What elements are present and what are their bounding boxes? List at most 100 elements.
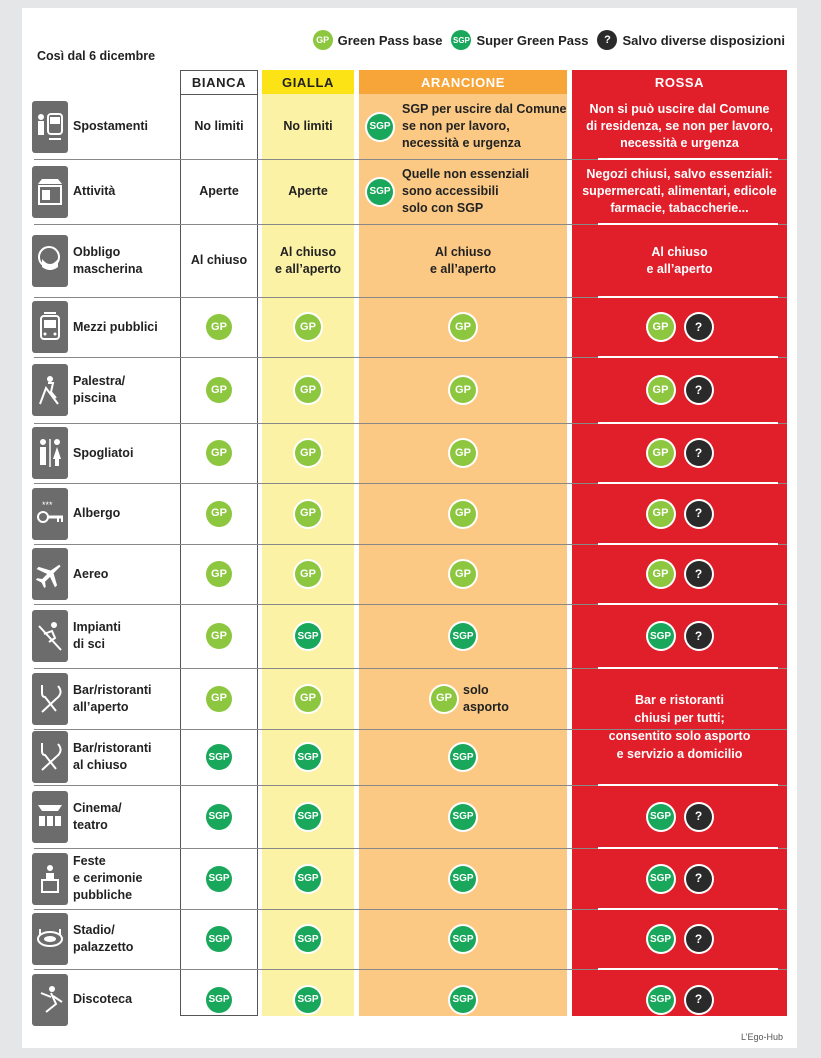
cell-text: Negozi chiusi, salvo essenziali: supermer… (582, 166, 777, 217)
sgp-badge-icon: SGP (450, 803, 476, 830)
tram-icon (32, 301, 68, 353)
column-header-arancione: ARANCIONE (359, 70, 567, 94)
row-label: Attività (73, 183, 115, 200)
cell-text: Al chiuso e all’aperto (647, 244, 713, 278)
cell-text: Aperte (199, 184, 239, 198)
gp-badge-icon: GP (206, 314, 232, 340)
cell-bianca: SGP (180, 729, 258, 785)
row-label: Feste e cerimonie pubbliche (73, 853, 142, 904)
sgp-badge-icon: SGP (450, 623, 476, 649)
cell-rossa: Al chiuso e all’aperto (572, 224, 787, 297)
rossa-divider (598, 847, 778, 849)
rossa-divider (598, 482, 778, 484)
cell-gialla: SGP (262, 848, 354, 909)
sgp-badge-icon: SGP (206, 744, 232, 770)
cell-bianca: Al chiuso (180, 224, 258, 297)
row-label: Spogliatoi (73, 445, 133, 462)
column-bianca: BIANCA (180, 70, 258, 1016)
cell-text: Al chiuso e all’aperto (275, 244, 341, 278)
cell-note: SGP per uscire dal Comune se non per lavo… (402, 101, 566, 152)
cell-arancione: SGP (359, 785, 567, 848)
sgp-badge-icon: SGP (295, 926, 321, 952)
merged-text-line: e servizio a domicilio (616, 746, 743, 761)
credit: L’Ego-Hub (740, 1032, 783, 1042)
cell-rossa: GP? (572, 297, 787, 357)
cell-gialla: GP (262, 483, 354, 544)
row-label: Discoteca (73, 991, 132, 1008)
row-divider (34, 969, 787, 970)
row-category: *** Albergo (32, 483, 120, 544)
legend-gp-label: Green Pass base (337, 32, 443, 48)
question-badge-icon: ? (685, 500, 712, 527)
table-row: Cinema/teatro SGP SGP SGP SGP? (22, 785, 797, 848)
cutlery-icon (32, 731, 68, 783)
table-row: Bar/ristoranti al chiuso SGP SGP SGP (22, 729, 797, 785)
row-label-line: Impianti (73, 620, 121, 634)
table-row: Stadio/palazzetto SGP SGP SGP SGP? (22, 909, 797, 969)
sgp-badge-icon: SGP (647, 926, 674, 952)
row-category: Stadio/palazzetto (32, 909, 133, 969)
svg-text:***: *** (42, 500, 53, 510)
cell-arancione: GP (359, 297, 567, 357)
gp-badge-icon: GP (431, 685, 457, 712)
cell-bianca: SGP (180, 848, 258, 909)
row-label-line: palazzetto (73, 940, 134, 954)
cell-gialla: GP (262, 297, 354, 357)
sgp-badge-icon: SGP (451, 30, 472, 50)
sgp-badge-icon: SGP (295, 865, 321, 892)
row-category: Aereo (32, 544, 108, 604)
cell-note-line: Quelle non essenziali (402, 167, 530, 181)
cell-arancione: SGP Quelle non essenziali sono accessibili… (359, 159, 567, 224)
row-label-line: di sci (73, 637, 105, 651)
row-category: Spogliatoi (32, 423, 133, 483)
cell-text-line: Al chiuso (434, 244, 492, 259)
cell-bianca: GP (180, 297, 258, 357)
cell-gialla: SGP (262, 909, 354, 969)
cell-arancione: GP (359, 483, 567, 544)
row-label-line: Albergo (73, 506, 121, 520)
row-label-line: Stadio/ (73, 923, 115, 937)
cell-rossa: Non si può uscire dal Comune di residenza… (572, 94, 787, 159)
cell-bianca: GP (180, 483, 258, 544)
row-divider (34, 785, 787, 786)
cell-bianca: GP (180, 668, 258, 729)
cell-bianca: SGP (180, 785, 258, 848)
cell-bianca: No limiti (180, 94, 258, 159)
gp-badge-icon: GP (647, 500, 674, 527)
table-row: Spostamenti No limiti No limiti SGP SGP per … (22, 94, 797, 159)
sgp-badge-icon: SGP (295, 623, 321, 649)
cell-rossa: GP? (572, 357, 787, 423)
row-divider (34, 544, 787, 545)
cell-text-line: di residenza, se non per lavoro, (586, 119, 773, 133)
cell-arancione: SGP (359, 909, 567, 969)
question-badge-icon: ? (685, 865, 712, 892)
sgp-badge-icon: SGP (647, 865, 674, 892)
row-category: Palestra/piscina (32, 357, 125, 423)
cell-rossa: SGP? (572, 604, 787, 668)
cell-note: solo asporto (463, 682, 509, 716)
cell-note-line: solo con SGP (402, 201, 484, 215)
row-category: Bar/ristoranti al chiuso (32, 729, 152, 785)
sgp-badge-icon: SGP (647, 803, 674, 830)
sgp-badge-icon: SGP (367, 113, 393, 140)
row-divider (34, 848, 787, 849)
rossa-divider (598, 968, 778, 970)
cell-arancione: GP solo asporto (359, 668, 567, 729)
table-row: Impianti di sci GP SGP SGP SGP? (22, 604, 797, 668)
exercise-bike-icon (32, 364, 68, 416)
row-category: Cinema/teatro (32, 785, 122, 848)
rossa-divider (598, 356, 778, 358)
cell-bianca: SGP (180, 969, 258, 1030)
cell-bianca: SGP (180, 909, 258, 969)
question-badge-icon: ? (685, 440, 712, 466)
row-category: Obbligo mascherina (32, 224, 142, 297)
merged-text-line: chiusi per tutti; (634, 710, 725, 725)
question-badge-icon: ? (685, 377, 712, 403)
cell-note: Quelle non essenziali sono accessibili sol… (402, 166, 529, 217)
legend-q-label: Salvo diverse disposizioni (622, 32, 785, 48)
sgp-badge-icon: SGP (206, 865, 232, 892)
column-header-bianca: BIANCA (181, 71, 257, 95)
column-header-gialla: GIALLA (262, 70, 354, 94)
cell-bianca: GP (180, 544, 258, 604)
sgp-badge-icon: SGP (450, 865, 476, 892)
